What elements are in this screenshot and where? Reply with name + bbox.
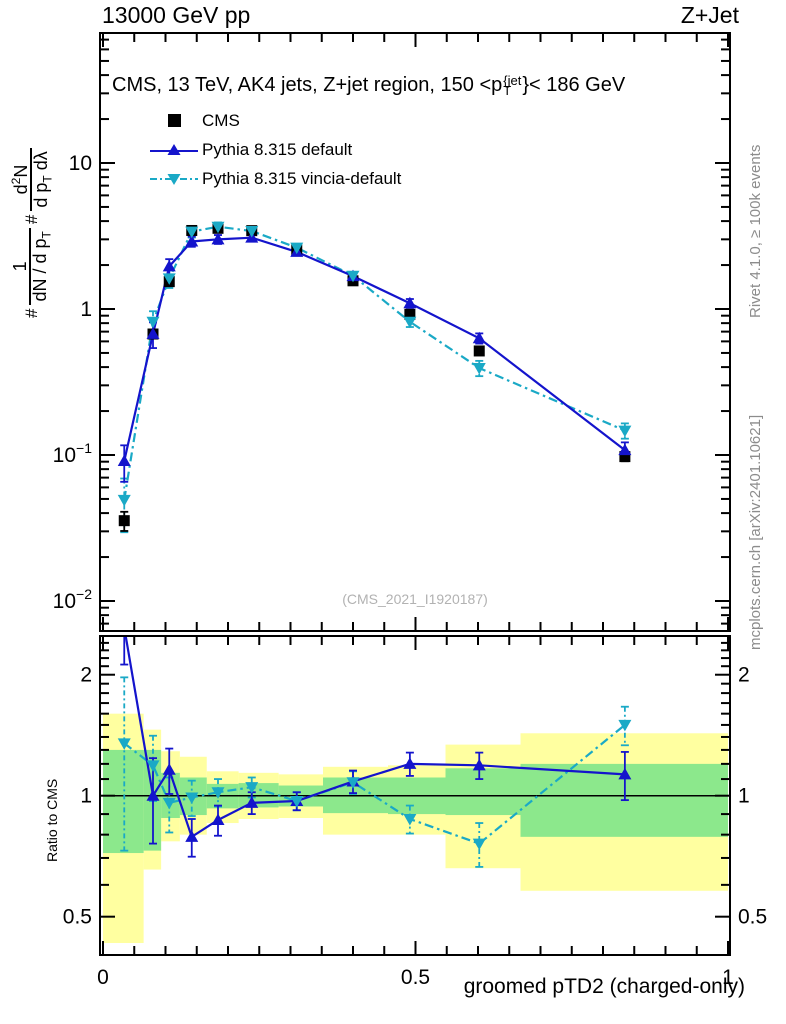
- plot-title-text: CMS, 13 TeV, AK4 jets, Z+jet region, 150…: [112, 74, 503, 96]
- x-axis-title: groomed pTD2 (charged-only): [463, 975, 745, 998]
- svg-text:2: 2: [738, 664, 750, 687]
- triangle-up-line-icon: [146, 142, 202, 158]
- analysis-id-watermark: (CMS_2021_I1920187): [342, 591, 488, 607]
- svg-text:0: 0: [97, 966, 109, 989]
- main-y-axis-label: #1 dN / d pT # d2N d pT dλ: [9, 144, 55, 318]
- legend-item-pythia-vincia: Pythia 8.315 vincia-default: [146, 164, 401, 193]
- triangle-down-dashline-icon: [146, 171, 202, 187]
- mcplots-arxiv-note: mcplots.cern.ch [arXiv:2401.10621]: [747, 414, 764, 650]
- svg-text:1: 1: [80, 298, 92, 321]
- svg-text:0.5: 0.5: [738, 906, 767, 929]
- svg-text:0.5: 0.5: [63, 906, 92, 929]
- svg-text:1: 1: [738, 785, 750, 808]
- pt-jet-stack: {jet T: [503, 72, 522, 98]
- process-label: Z+Jet: [680, 2, 739, 28]
- cms-square-icon: [146, 114, 202, 127]
- axis-tick-labels: 0 0.5 1 10 1 10−1 10−2 2 2 1 1 0.5 0.5: [53, 152, 768, 989]
- rivet-version-note: Rivet 4.1.0, ≥ 100k events: [747, 144, 764, 318]
- svg-text:0.5: 0.5: [401, 966, 430, 989]
- legend-item-pythia-default: Pythia 8.315 default: [146, 135, 401, 164]
- svg-text:10−1: 10−1: [53, 440, 93, 467]
- svg-text:10: 10: [69, 152, 92, 175]
- svg-text:2: 2: [80, 664, 92, 687]
- ratio-y-axis-label: Ratio to CMS: [44, 778, 60, 862]
- legend: CMS Pythia 8.315 default Pythia 8.315 vi…: [146, 106, 401, 193]
- ratio-panel-series: [117, 637, 632, 868]
- svg-text:1: 1: [80, 785, 92, 808]
- svg-text:1: 1: [722, 966, 734, 989]
- main-panel-series: [117, 221, 632, 534]
- beam-energy-label: 13000 GeV pp: [102, 2, 251, 28]
- svg-text:10−2: 10−2: [53, 586, 93, 613]
- panel-frames: [99, 32, 731, 956]
- legend-item-cms: CMS: [146, 106, 401, 135]
- plot-title: CMS, 13 TeV, AK4 jets, Z+jet region, 150…: [112, 72, 626, 98]
- axis-ticks: [101, 34, 729, 954]
